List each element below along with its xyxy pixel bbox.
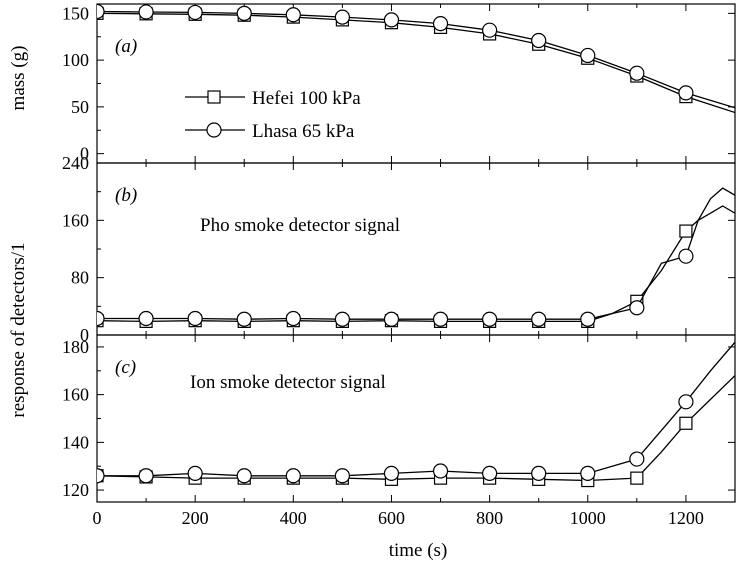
point-a-circle-3 [236, 5, 252, 21]
annotation-b: Pho smoke detector signal [200, 215, 400, 236]
point-a-circle-6 [383, 12, 400, 28]
point-b-circle-4 [285, 310, 301, 327]
legend-marker-circle [206, 122, 222, 138]
point-c-circle-0 [97, 468, 105, 484]
point-b-circle-9 [531, 311, 547, 327]
series-group-a [97, 4, 735, 114]
point-b-circle-3 [236, 311, 252, 327]
point-c-circle-11 [629, 451, 645, 467]
legend-label-circle: Lhasa 65 kPa [252, 121, 355, 142]
annotation-c: Ion smoke detector signal [190, 372, 386, 393]
x-tick-label-2: 400 [280, 508, 307, 528]
y-tick-label-a-0: 0 [80, 144, 89, 164]
point-a-circle-7 [432, 16, 449, 32]
point-c-circle-5 [334, 468, 350, 484]
x-tick-label-6: 1200 [668, 508, 704, 528]
point-c-circle-13 [678, 394, 694, 410]
point-b-circle-5 [334, 311, 350, 327]
y-tick-label-c-0: 120 [62, 480, 89, 500]
x-tick-label-3: 600 [378, 508, 405, 528]
panel-letter-a: (a) [115, 36, 137, 57]
series-line-c-square [97, 375, 735, 482]
point-c-circle-4 [285, 468, 301, 484]
legend-entry-circle: Lhasa 65 kPa [185, 121, 355, 142]
y-tick-label-b-0: 0 [80, 325, 89, 345]
point-c-circle-6 [383, 465, 400, 481]
point-a-circle-2 [187, 4, 203, 21]
y-tick-label-a-1: 50 [71, 97, 89, 117]
point-b-circle-2 [187, 310, 203, 327]
point-b-circle-14 [678, 248, 694, 264]
x-tick-label-0: 0 [93, 508, 102, 528]
point-a-circle-10 [580, 47, 596, 64]
point-b-circle-7 [432, 311, 449, 327]
series-group-c [97, 341, 735, 488]
legend-entry-square: Hefei 100 kPa [185, 88, 361, 109]
point-a-circle-8 [482, 22, 498, 38]
panel-frame-a [96, 3, 736, 164]
point-b-circle-0 [97, 310, 105, 327]
y-tick-label-c-1: 140 [62, 432, 89, 452]
point-b-square-14 [679, 224, 693, 238]
panel-letter-c: (c) [115, 357, 136, 378]
y-tick-label-a-3: 150 [62, 3, 89, 23]
panel-b: 0 80 160 240 (b) Pho smoke detector signal [62, 153, 736, 345]
panel-a: 0 50 100 150 (a) [62, 3, 736, 164]
legend-marker-square [207, 90, 221, 104]
point-c-square-11 [630, 471, 644, 485]
point-b-circle-12 [629, 300, 645, 316]
y-tick-label-b-2: 160 [62, 210, 89, 230]
point-a-circle-0 [97, 4, 105, 20]
series-line-a-circle [97, 10, 735, 109]
y-axis-title-bottom: response of detectors/1 [8, 242, 29, 417]
point-c-circle-8 [482, 465, 498, 481]
point-c-circle-7 [432, 463, 449, 479]
x-axis-title: time (s) [389, 540, 448, 561]
x-tick-label-1: 200 [182, 508, 209, 528]
legend: Hefei 100 kPa Lhasa 65 kPa [185, 88, 361, 142]
point-a-circle-4 [285, 7, 301, 23]
point-b-circle-1 [138, 310, 154, 327]
point-a-circle-12 [678, 85, 694, 101]
point-b-circle-8 [482, 311, 498, 327]
series-line-a-square [97, 12, 735, 114]
point-a-circle-1 [138, 4, 154, 20]
point-a-circle-9 [531, 32, 547, 49]
point-c-circle-2 [187, 465, 203, 481]
panel-letter-b: (b) [115, 185, 137, 206]
series-group-b [97, 187, 735, 328]
panels-layer: 0 50 100 150 (a) 0 80 160 240 (b) Pho smoke detect… [62, 3, 736, 528]
y-tick-label-c-2: 160 [62, 385, 89, 405]
panel-c: 120 140 160 180 (c) Ion smoke detector signal [62, 334, 736, 503]
point-b-circle-6 [383, 311, 400, 327]
point-c-circle-1 [138, 468, 154, 484]
y-tick-label-b-3: 240 [62, 153, 89, 173]
point-a-circle-5 [334, 9, 350, 25]
point-c-square-13 [679, 416, 693, 430]
point-b-circle-10 [580, 311, 596, 327]
point-a-circle-11 [629, 65, 645, 81]
point-c-circle-3 [236, 468, 252, 484]
x-tick-label-5: 1000 [570, 508, 606, 528]
series-line-c-circle [97, 341, 735, 477]
y-tick-label-b-1: 80 [71, 268, 89, 288]
x-tick-label-4: 800 [476, 508, 503, 528]
point-c-circle-9 [531, 465, 547, 481]
y-tick-label-c-3: 180 [62, 337, 89, 357]
point-c-circle-10 [580, 465, 596, 481]
legend-label-square: Hefei 100 kPa [252, 88, 361, 109]
y-axis-title-top: mass (g) [8, 46, 29, 111]
y-tick-label-a-2: 100 [62, 50, 89, 70]
